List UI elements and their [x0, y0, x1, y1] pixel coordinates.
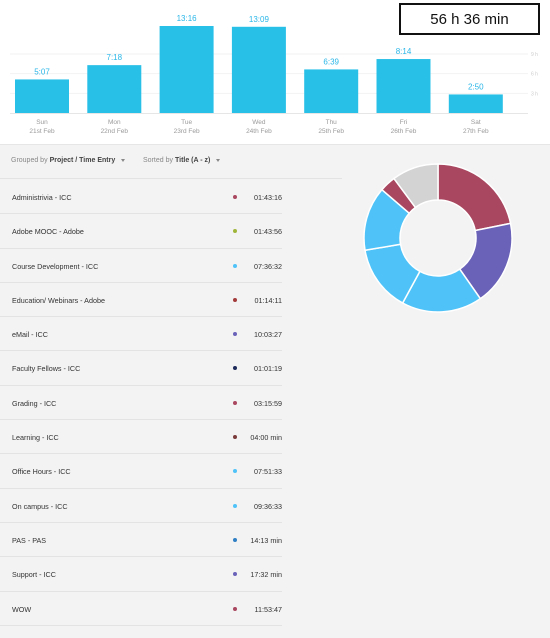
entry-row[interactable]: Education/ Webinars - Adobe 01:14:11 — [0, 283, 282, 318]
project-color-dot — [233, 469, 237, 474]
x-tick-day-label: Wed — [252, 119, 266, 126]
entry-duration: 09:36:33 — [254, 501, 282, 511]
entry-row[interactable]: PAS - PAS 14:13 min — [0, 523, 282, 558]
caret-down-icon — [216, 159, 221, 162]
x-tick-day-label: Fri — [400, 119, 408, 126]
bar-value-label: 13:09 — [249, 15, 270, 24]
entry-duration: 17:32 min — [250, 570, 282, 580]
entry-row[interactable]: On campus - ICC 09:36:33 — [0, 489, 282, 523]
project-donut-chart — [363, 163, 513, 313]
entry-title: Support - ICC — [12, 570, 56, 580]
x-tick-day-label: Sat — [471, 119, 481, 126]
project-color-dot — [233, 572, 237, 577]
bar — [159, 26, 214, 113]
bar-value-label: 2:50 — [468, 82, 484, 91]
sort-by-prefix: Sorted by — [143, 157, 173, 164]
bar-chart-svg: 9 h 6 h 3 h 5:07 Sun 21st Feb 7:18 Mon 22nd Feb 1… — [10, 14, 538, 135]
entry-title: Course Development - ICC — [12, 261, 99, 271]
entry-title: Learning - ICC — [12, 433, 59, 443]
x-tick-day-label: Mon — [108, 119, 121, 126]
entry-duration: 01:43:56 — [254, 227, 282, 237]
total-duration-text: 56 h 36 min — [430, 10, 509, 28]
entry-duration: 01:01:19 — [254, 364, 282, 374]
entry-title: Adobe MOOC - Adobe — [12, 227, 84, 237]
bar — [376, 59, 431, 113]
x-tick-day-label: Tue — [181, 119, 192, 126]
project-color-dot — [233, 263, 237, 268]
project-color-dot — [233, 400, 237, 405]
bar — [87, 65, 142, 113]
group-by-value: Project / Time Entry — [49, 157, 116, 164]
project-color-dot — [233, 297, 237, 302]
bar — [304, 69, 359, 113]
entry-row[interactable]: Support - ICC 17:32 min — [0, 557, 282, 592]
x-tick-date-label: 27th Feb — [463, 128, 489, 135]
donut-segment[interactable] — [437, 163, 512, 232]
sort-by-dropdown[interactable]: Sorted by Title (A - z) — [143, 157, 221, 164]
entry-title: WOW — [12, 604, 32, 614]
bar-value-label: 7:18 — [107, 53, 123, 62]
entry-row[interactable]: Grading - ICC 03:15:59 — [0, 386, 282, 421]
entry-duration: 11:53:47 — [254, 604, 282, 614]
bar — [15, 79, 69, 113]
group-by-dropdown[interactable]: Grouped by Project / Time Entry — [11, 157, 126, 164]
entry-duration: 14:13 min — [250, 535, 282, 545]
caret-down-icon — [121, 159, 126, 162]
y-tick-label: 9 h — [531, 52, 538, 58]
entry-duration: 03:15:59 — [254, 398, 282, 408]
x-tick-day-label: Thu — [326, 119, 338, 126]
entry-row[interactable]: Adobe MOOC - Adobe 01:43:56 — [0, 214, 282, 249]
entry-title: Grading - ICC — [12, 398, 57, 408]
entry-duration: 07:36:32 — [254, 261, 282, 271]
y-tick-label: 3 h — [531, 91, 538, 97]
entry-duration: 04:00 min — [250, 433, 282, 443]
project-color-dot — [233, 366, 237, 371]
bar-value-label: 8:14 — [396, 47, 412, 56]
entry-row[interactable]: eMail - ICC 10:03:27 — [0, 317, 282, 352]
x-tick-date-label: 23rd Feb — [174, 128, 200, 135]
entry-row[interactable]: Course Development - ICC 07:36:32 — [0, 249, 282, 283]
bar — [448, 94, 503, 113]
bar — [231, 26, 286, 114]
entry-row[interactable]: Faculty Fellows - ICC 01:01:19 — [0, 351, 282, 386]
project-color-dot — [233, 435, 237, 440]
entry-row[interactable]: WOW 11:53:47 — [0, 592, 282, 626]
entry-row[interactable]: Administrivia - ICC 01:43:16 — [0, 180, 282, 215]
project-color-dot — [233, 503, 237, 508]
x-tick-date-label: 26th Feb — [391, 128, 417, 135]
entry-row[interactable]: Office Hours - ICC 07:51:33 — [0, 454, 282, 489]
bar-value-label: 6:39 — [323, 57, 339, 66]
x-tick-day-label: Sun — [36, 119, 48, 126]
x-tick-date-label: 25th Feb — [318, 128, 344, 135]
y-tick-label: 6 h — [531, 72, 538, 78]
entry-title: Faculty Fellows - ICC — [12, 364, 81, 374]
entry-title: On campus - ICC — [12, 501, 68, 511]
x-tick-date-label: 22nd Feb — [101, 128, 129, 135]
total-duration-badge: 56 h 36 min — [399, 3, 540, 35]
entry-duration: 07:51:33 — [254, 467, 282, 477]
sort-by-value: Title (A - z) — [174, 157, 211, 164]
donut-segment[interactable] — [392, 163, 439, 209]
entry-list: Administrivia - ICC 01:43:16 Adobe MOOC - … — [0, 180, 282, 626]
entry-title: PAS - PAS — [12, 535, 47, 545]
project-color-dot — [233, 195, 237, 199]
entry-title: eMail - ICC — [12, 330, 48, 340]
entry-duration: 01:43:16 — [254, 193, 282, 202]
project-color-dot — [233, 332, 237, 337]
entry-title: Administrivia - ICC — [12, 193, 72, 202]
group-by-prefix: Grouped by — [11, 157, 48, 164]
entry-row[interactable]: Learning - ICC 04:00 min — [0, 420, 282, 455]
project-color-dot — [233, 537, 237, 542]
entry-duration: 10:03:27 — [254, 330, 282, 340]
filter-bar: Grouped by Project / Time Entry Sorted b… — [0, 146, 342, 179]
project-color-dot — [233, 229, 237, 234]
entry-title: Education/ Webinars - Adobe — [12, 295, 105, 305]
x-tick-date-label: 21st Feb — [29, 128, 55, 135]
entry-title: Office Hours - ICC — [12, 467, 71, 477]
x-tick-date-label: 24th Feb — [246, 128, 272, 135]
bar-value-label: 13:16 — [177, 14, 198, 23]
project-color-dot — [233, 606, 237, 611]
entry-duration: 01:14:11 — [254, 295, 282, 305]
bar-value-label: 5:07 — [34, 67, 50, 76]
